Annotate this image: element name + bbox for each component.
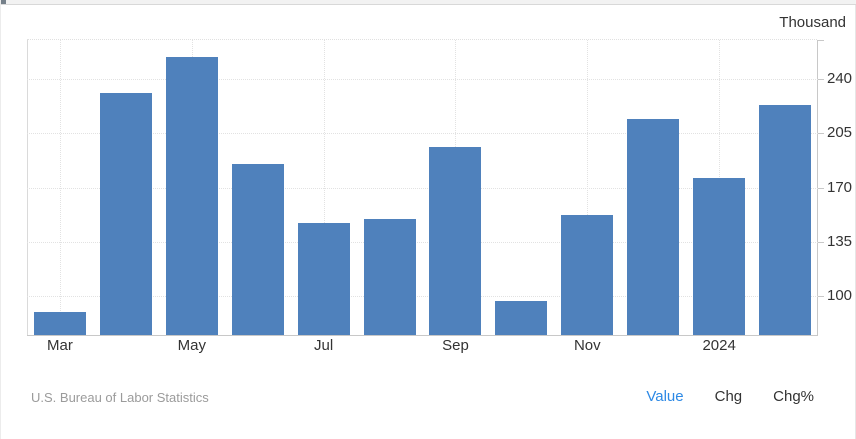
bar-2024[interactable] (693, 178, 746, 335)
bar-Nov[interactable] (561, 215, 614, 335)
y-axis-tick (818, 133, 824, 135)
chg-percent-tab[interactable]: Chg% (773, 388, 814, 405)
bar-Sep[interactable] (429, 147, 482, 335)
bar-Jul[interactable] (297, 223, 350, 335)
y-tick-label: 135 (827, 232, 853, 250)
y-tick-label: 240 (827, 69, 853, 87)
y-tick-label: 170 (827, 178, 853, 196)
y-gridline (27, 296, 818, 298)
bar-Jun[interactable] (231, 164, 284, 335)
bar-Aug[interactable] (363, 218, 416, 335)
y-axis-tick (818, 241, 824, 243)
bar-Apr[interactable] (99, 92, 152, 335)
value-tab[interactable]: Value (646, 388, 684, 405)
y-gridline (27, 241, 818, 243)
y-axis-tick (818, 78, 824, 80)
corner-artifact (1, 0, 6, 4)
y-axis-tick (818, 40, 824, 41)
x-axis-line (27, 335, 818, 336)
plot-top-gridline (27, 39, 817, 40)
y-gridline (27, 133, 818, 135)
chg-tab[interactable]: Chg (714, 388, 743, 405)
bar-Dec[interactable] (627, 119, 680, 335)
y-tick-label: 100 (827, 287, 853, 305)
y-axis-unit-label: Thousand (779, 14, 846, 31)
x-tick-label: 2024 (702, 337, 736, 354)
plot-area (27, 40, 818, 335)
y-gridline (27, 78, 818, 80)
source-attribution: U.S. Bureau of Labor Statistics (31, 390, 209, 405)
bar-Oct[interactable] (495, 300, 548, 335)
bar-May[interactable] (165, 57, 218, 335)
footer-links: Value Chg Chg% (646, 388, 814, 405)
x-tick-label: Sep (442, 337, 469, 354)
x-tick-label: Jul (314, 337, 334, 354)
y-axis-tick (818, 296, 824, 298)
x-tick-label: Mar (47, 337, 73, 354)
x-tick-label: May (177, 337, 206, 354)
x-gridline (59, 40, 61, 335)
x-tick-label: Nov (573, 337, 601, 354)
bar-Mar[interactable] (33, 311, 86, 335)
x-gridline (587, 40, 589, 335)
y-tick-label: 205 (827, 124, 853, 142)
top-border (1, 0, 856, 5)
x-gridline (323, 40, 325, 335)
bar-Feb[interactable] (759, 105, 812, 335)
y-gridline (27, 187, 818, 189)
y-axis-tick (818, 187, 824, 189)
